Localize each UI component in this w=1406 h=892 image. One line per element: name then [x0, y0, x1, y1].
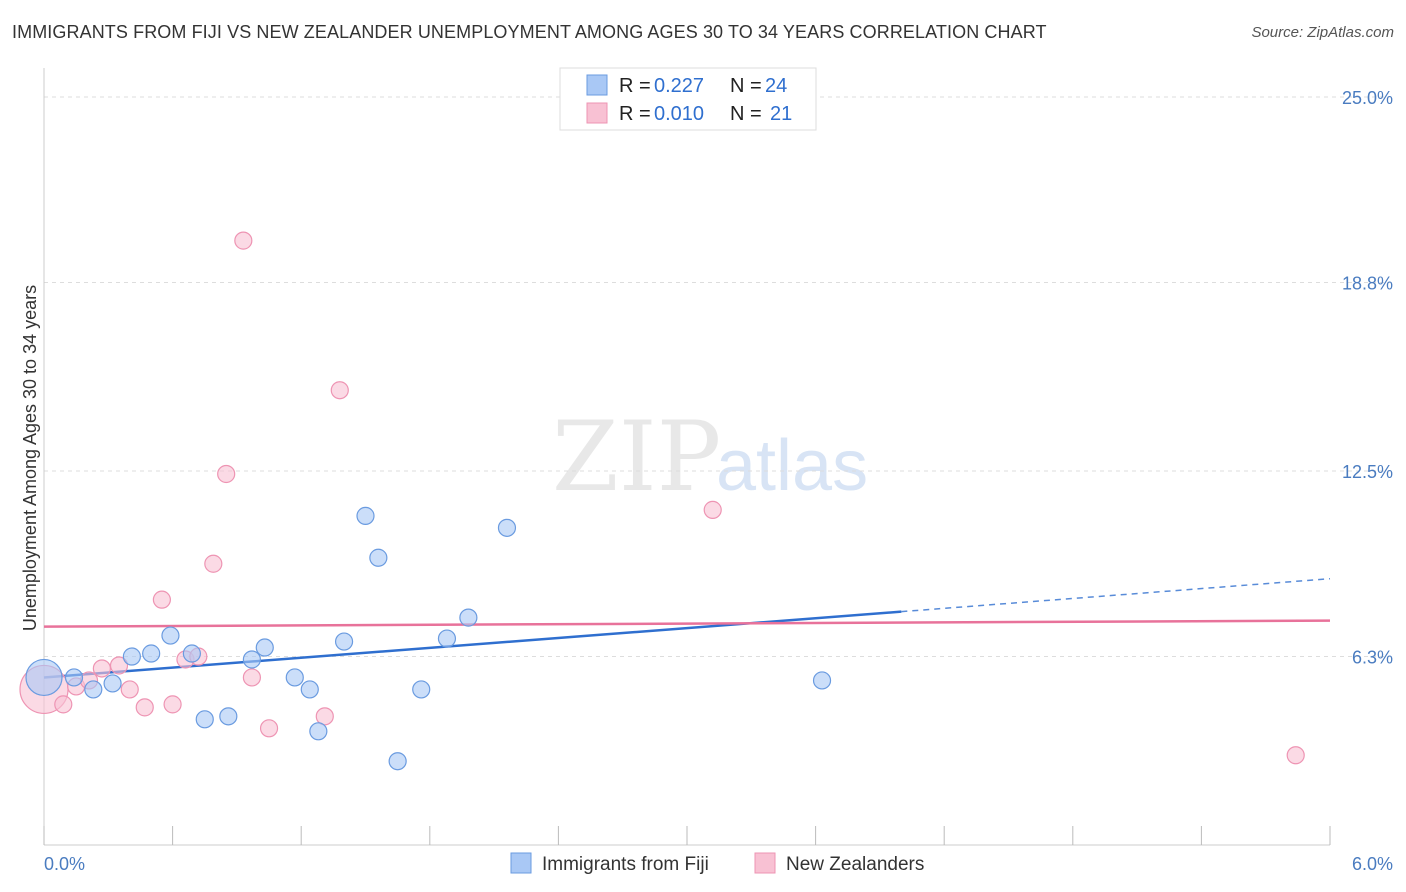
point-fiji [161, 626, 180, 645]
point-nz [152, 590, 171, 609]
point-nz [703, 500, 722, 519]
point-fiji [195, 710, 214, 729]
point-nz [92, 659, 111, 678]
point-fiji [309, 722, 328, 741]
point-nz [234, 231, 253, 250]
watermark: ZIP atlas [552, 401, 868, 513]
points-layer [19, 231, 1305, 771]
point-nz [217, 464, 236, 484]
legend-r-value-nz: 0.010 [654, 103, 704, 125]
point-fiji [437, 629, 457, 648]
legend-r-label-fiji: R = [619, 75, 651, 97]
point-nz [1286, 746, 1305, 765]
point-nz [242, 668, 262, 687]
point-fiji [182, 644, 201, 663]
point-fiji [64, 668, 84, 687]
point-fiji [459, 608, 478, 627]
point-nz [163, 695, 182, 714]
trend-line-nz [43, 619, 1331, 628]
y-tick-label: 25.0% [1342, 88, 1393, 108]
point-fiji [412, 680, 431, 699]
top-legend: R = 0.227 N = 24 R = 0.010 N = 21 [559, 67, 817, 131]
point-fiji [812, 671, 832, 690]
trend-layer [43, 577, 1331, 679]
watermark-atlas: atlas [716, 426, 868, 506]
x-tick-label: 6.0% [1352, 854, 1393, 874]
point-fiji [497, 518, 517, 537]
point-fiji [25, 658, 63, 697]
point-fiji [300, 680, 319, 699]
point-fiji [369, 548, 388, 567]
bottom-legend-swatch-nz [754, 852, 776, 874]
legend-n-label-nz: N = [730, 103, 762, 125]
chart-title: IMMIGRANTS FROM FIJI VS NEW ZEALANDER UN… [12, 22, 1047, 42]
point-fiji [334, 632, 354, 651]
point-nz [135, 698, 154, 717]
point-fiji [142, 644, 161, 663]
y-tick-label: 6.3% [1352, 648, 1393, 668]
point-fiji [242, 650, 262, 669]
point-fiji [122, 647, 141, 666]
bottom-legend-label-fiji: Immigrants from Fiji [542, 854, 709, 875]
bottom-legend: Immigrants from Fiji New Zealanders [510, 852, 924, 875]
point-fiji [255, 638, 274, 657]
legend-n-label-fiji: N = [730, 75, 762, 97]
y-axis-label: Unemployment Among Ages 30 to 34 years [20, 285, 40, 631]
trend-line-fiji-extension [901, 577, 1331, 613]
y-tick-label: 18.8% [1342, 274, 1393, 294]
legend-n-value-nz: 21 [770, 103, 792, 125]
point-fiji [84, 680, 103, 699]
y-tick-label: 12.5% [1342, 462, 1393, 482]
point-nz [204, 554, 223, 573]
point-nz [315, 707, 334, 726]
source-label: Source: ZipAtlas.com [1251, 24, 1394, 41]
point-nz [330, 381, 349, 400]
legend-r-value-fiji: 0.227 [654, 75, 704, 97]
point-fiji [103, 674, 122, 693]
watermark-zip: ZIP [552, 401, 721, 513]
legend-r-label-nz: R = [619, 103, 651, 125]
x-tick-label: 0.0% [44, 854, 85, 874]
point-nz [259, 719, 279, 738]
point-nz [109, 656, 129, 675]
legend-swatch-nz [586, 102, 608, 124]
axis-layer: 6.3% 12.5% 18.8% 25.0% 0.0% 6.0% [43, 68, 1393, 874]
bottom-legend-swatch-fiji [510, 852, 532, 874]
point-nz [120, 680, 139, 699]
point-fiji [356, 506, 375, 525]
point-fiji [219, 707, 238, 726]
point-nz [54, 695, 73, 714]
grid-layer [44, 96, 1390, 658]
legend-swatch-fiji [586, 74, 608, 96]
bottom-legend-label-nz: New Zealanders [786, 854, 924, 875]
point-fiji [285, 668, 304, 687]
legend-n-value-fiji: 24 [765, 75, 787, 97]
point-fiji [388, 752, 407, 771]
